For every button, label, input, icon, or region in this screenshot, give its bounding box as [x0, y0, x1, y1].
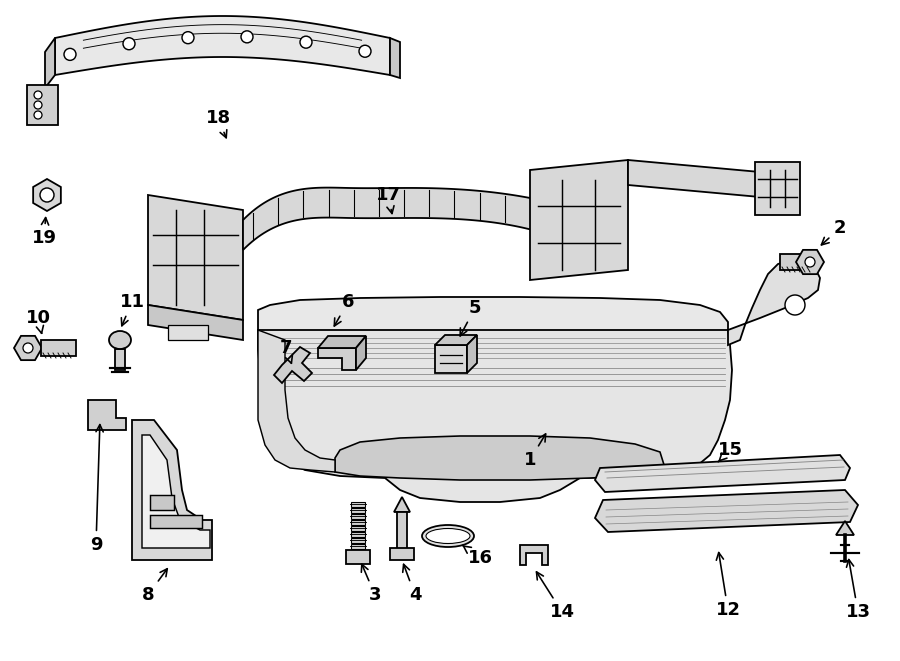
Text: 7: 7 — [280, 339, 292, 364]
Text: 19: 19 — [32, 217, 57, 247]
Text: 11: 11 — [120, 293, 145, 326]
Circle shape — [805, 257, 815, 267]
Polygon shape — [390, 38, 400, 78]
Polygon shape — [394, 497, 410, 512]
Polygon shape — [258, 330, 732, 502]
Polygon shape — [150, 495, 174, 510]
Circle shape — [23, 343, 33, 353]
Text: 14: 14 — [536, 572, 574, 621]
Polygon shape — [397, 512, 407, 552]
Text: 5: 5 — [460, 299, 482, 336]
Text: 6: 6 — [334, 293, 355, 326]
Polygon shape — [243, 188, 540, 250]
Polygon shape — [148, 305, 243, 340]
Circle shape — [241, 31, 253, 43]
Polygon shape — [467, 335, 477, 373]
Circle shape — [359, 45, 371, 58]
Polygon shape — [132, 420, 212, 560]
Polygon shape — [351, 526, 365, 531]
Polygon shape — [168, 325, 208, 340]
Polygon shape — [351, 532, 365, 537]
Ellipse shape — [109, 331, 131, 349]
Polygon shape — [318, 336, 366, 348]
Circle shape — [300, 36, 312, 48]
Polygon shape — [628, 160, 760, 197]
Polygon shape — [258, 330, 728, 360]
Polygon shape — [796, 250, 824, 274]
Circle shape — [182, 32, 194, 44]
Polygon shape — [27, 85, 58, 125]
Polygon shape — [14, 336, 42, 360]
Text: 16: 16 — [463, 545, 492, 567]
Text: 15: 15 — [717, 441, 742, 462]
Ellipse shape — [426, 529, 470, 543]
Polygon shape — [148, 195, 243, 320]
Polygon shape — [595, 490, 858, 532]
Polygon shape — [435, 345, 467, 373]
Text: 10: 10 — [25, 309, 50, 333]
Polygon shape — [55, 16, 390, 75]
Polygon shape — [351, 538, 365, 543]
Polygon shape — [836, 521, 854, 535]
Polygon shape — [351, 508, 365, 513]
Circle shape — [34, 101, 42, 109]
Polygon shape — [115, 349, 125, 370]
Text: 13: 13 — [845, 559, 870, 621]
Polygon shape — [88, 400, 126, 430]
Ellipse shape — [422, 525, 474, 547]
Polygon shape — [595, 455, 850, 492]
Polygon shape — [142, 435, 210, 548]
Circle shape — [34, 91, 42, 99]
Circle shape — [123, 38, 135, 50]
Polygon shape — [318, 348, 356, 370]
Text: 3: 3 — [361, 564, 382, 604]
Polygon shape — [755, 162, 800, 215]
Polygon shape — [33, 179, 61, 211]
Polygon shape — [335, 436, 665, 480]
Polygon shape — [351, 544, 365, 549]
Polygon shape — [351, 520, 365, 525]
Text: 17: 17 — [375, 186, 401, 214]
Circle shape — [34, 111, 42, 119]
Polygon shape — [728, 260, 820, 345]
Circle shape — [40, 188, 54, 202]
Polygon shape — [346, 550, 370, 564]
Text: 4: 4 — [402, 564, 421, 604]
Polygon shape — [351, 514, 365, 519]
Text: 2: 2 — [822, 219, 846, 245]
Text: 1: 1 — [524, 434, 545, 469]
Polygon shape — [390, 548, 414, 560]
Circle shape — [64, 48, 76, 60]
Circle shape — [785, 295, 805, 315]
Text: 9: 9 — [90, 424, 104, 554]
Text: 8: 8 — [141, 568, 167, 604]
Polygon shape — [274, 347, 312, 383]
Polygon shape — [41, 340, 76, 356]
Polygon shape — [258, 330, 335, 472]
Polygon shape — [435, 335, 477, 345]
Polygon shape — [351, 502, 365, 507]
Polygon shape — [780, 254, 810, 270]
Polygon shape — [150, 515, 202, 528]
Polygon shape — [520, 545, 548, 565]
Polygon shape — [356, 336, 366, 370]
Polygon shape — [530, 160, 628, 280]
Text: 12: 12 — [716, 553, 741, 619]
Text: 18: 18 — [205, 109, 230, 137]
Polygon shape — [258, 297, 728, 361]
Polygon shape — [45, 38, 55, 88]
